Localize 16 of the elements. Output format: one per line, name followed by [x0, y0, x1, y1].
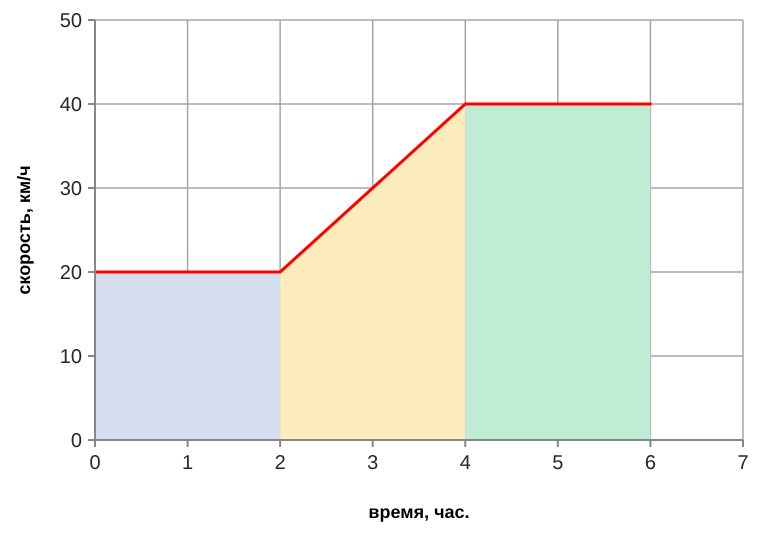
x-tick-label: 6: [644, 452, 656, 474]
y-tick-label: 10: [60, 346, 82, 368]
x-tick-label: 7: [737, 452, 749, 474]
y-tick-label: 50: [60, 10, 82, 32]
x-tick-label: 2: [274, 452, 286, 474]
x-tick-label: 3: [367, 452, 378, 474]
x-axis-title: время, час.: [368, 502, 470, 522]
x-tick-label: 4: [460, 452, 471, 474]
y-tick-label: 40: [60, 94, 82, 116]
y-tick-label: 30: [60, 178, 82, 200]
x-tick-label: 5: [552, 452, 564, 474]
x-tick-label: 0: [89, 452, 101, 474]
y-tick-label: 0: [70, 430, 82, 452]
x-tick-label: 1: [182, 452, 194, 474]
y-axis-title: скорость, км/ч: [14, 165, 34, 295]
y-tick-label: 20: [60, 262, 82, 284]
